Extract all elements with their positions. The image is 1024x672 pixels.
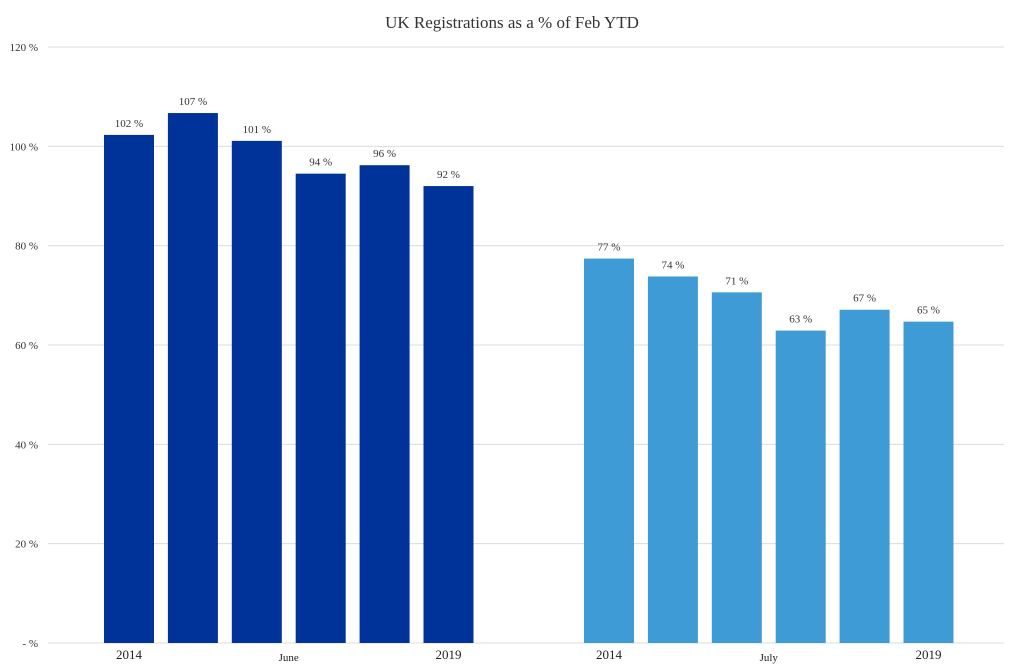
data-label: 74 %: [661, 259, 684, 271]
data-label: 67 %: [853, 293, 876, 305]
x-axis-labels: 2014 2019 June 2014 2019 July: [116, 647, 942, 664]
bar: [167, 113, 218, 644]
y-tick-label: 20 %: [15, 539, 38, 551]
x-group-label: June: [279, 652, 299, 664]
data-label: 94 %: [309, 157, 332, 169]
bar: [359, 165, 410, 643]
x-group-label: July: [760, 652, 779, 664]
bar: [231, 140, 282, 643]
data-label: 101 %: [243, 124, 271, 136]
y-tick-label: 60 %: [15, 340, 38, 352]
y-tick-label: 80 %: [15, 241, 38, 253]
x-label-first-year: 2014: [596, 647, 623, 662]
y-tick-label: 120 %: [10, 42, 38, 54]
bar: [647, 276, 698, 643]
bar: [775, 330, 826, 643]
bar: [295, 173, 346, 643]
bars: [104, 113, 954, 644]
bar: [104, 134, 154, 643]
x-label-last-year: 2019: [436, 647, 462, 662]
data-label: 71 %: [725, 275, 748, 287]
data-label: 96 %: [373, 148, 396, 160]
bar: [839, 309, 890, 643]
y-axis-ticks: - % 20 % 40 % 60 % 80 % 100 % 120 %: [10, 42, 38, 650]
data-label: 77 %: [598, 242, 621, 254]
data-label: 65 %: [917, 305, 940, 317]
chart-title: UK Registrations as a % of Feb YTD: [385, 13, 639, 32]
data-label: 102 %: [115, 118, 143, 130]
data-label: 92 %: [437, 169, 460, 181]
bar: [711, 292, 762, 643]
bar: [584, 258, 634, 643]
y-tick-label: 40 %: [15, 439, 38, 451]
x-label-first-year: 2014: [116, 647, 143, 662]
data-label: 63 %: [789, 314, 812, 326]
x-label-last-year: 2019: [916, 647, 942, 662]
bar: [903, 321, 954, 643]
data-label: 107 %: [179, 96, 207, 108]
bar: [423, 186, 474, 644]
data-labels: 102 % 107 % 101 % 94 % 96 % 92 % 77 % 74 % 71 % 6…: [115, 96, 940, 326]
y-tick-label: - %: [22, 638, 38, 650]
y-tick-label: 100 %: [10, 141, 38, 153]
